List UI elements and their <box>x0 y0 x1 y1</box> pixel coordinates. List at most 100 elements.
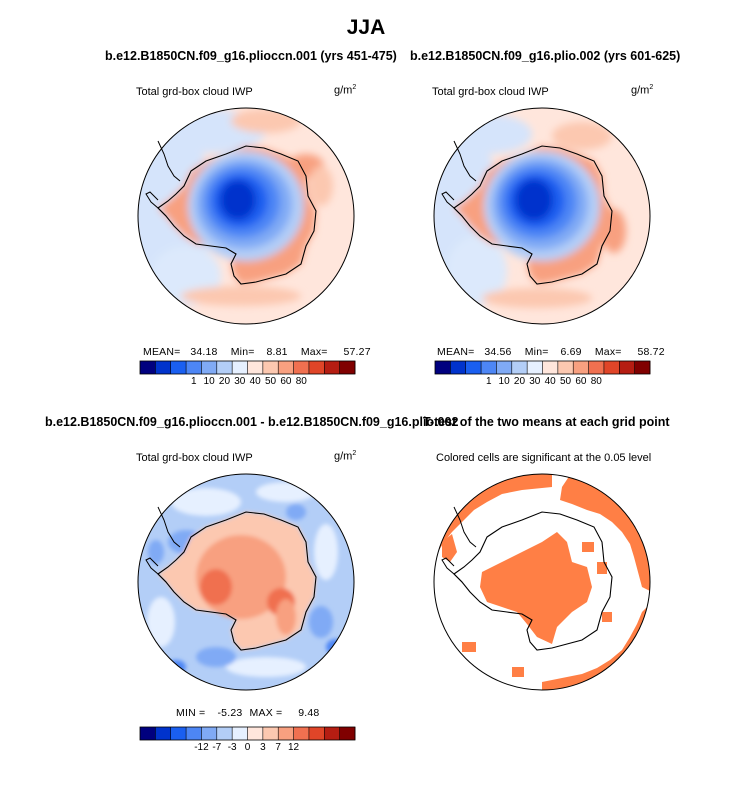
panel1-stats: MEAN= 34.18 Min= 8.81 Max= 57.27 <box>143 346 371 358</box>
colorbar-tick-label: 50 <box>264 376 277 387</box>
panel2-units: g/m2 <box>631 84 654 97</box>
colorbar-cell <box>634 361 651 374</box>
colorbar-tick-label: 1 <box>485 376 492 387</box>
significant-cells <box>462 642 476 652</box>
colorbar-cell <box>324 361 341 374</box>
panel3-stats: MIN = -5.23 MAX = 9.48 <box>176 707 319 719</box>
panel1-map-border <box>137 107 355 325</box>
colorbar-cell <box>262 361 279 374</box>
significant-cells <box>597 562 607 574</box>
panel3-polar-map <box>137 473 355 691</box>
colorbar-tick-label: 7 <box>275 742 281 753</box>
panel2-mean-value: 34.56 <box>484 346 512 358</box>
colorbar-cell <box>232 727 248 740</box>
panel1-colorbar <box>139 360 356 375</box>
colorbar-tick-label: 20 <box>218 376 231 387</box>
colorbar-tick-label: 80 <box>590 376 602 387</box>
colorbar-cell <box>170 727 187 740</box>
colorbar-cell <box>155 361 172 374</box>
panel2-variable-label: Total grd-box cloud IWP <box>432 86 549 98</box>
colorbar-tick-label: -3 <box>227 742 237 753</box>
colorbar-cell <box>201 727 218 740</box>
colorbar-cell <box>308 727 325 740</box>
panel1-run-title: b.e12.B1850CN.f09_g16.plioccn.001 (yrs 4… <box>105 49 397 63</box>
significant-cells <box>582 542 594 552</box>
colorbar-cell <box>140 361 156 374</box>
colorbar-tick-label: 30 <box>529 376 541 387</box>
colorbar-tick-label: 50 <box>559 376 572 387</box>
colorbar-cell <box>262 727 279 740</box>
colorbar-tick-label: 20 <box>513 376 526 387</box>
colorbar-tick-label: 1 <box>190 376 197 387</box>
colorbar-tick-label: 40 <box>544 376 556 387</box>
colorbar-tick-label: 40 <box>249 376 261 387</box>
panel2-max-label: Max= <box>594 346 622 358</box>
panel3-colorbar-ticks: -12 -7 -3 0 3 7 12 <box>140 742 355 756</box>
colorbar-cell <box>527 361 543 374</box>
panel3-max-value: 9.48 <box>298 707 320 719</box>
panel2-run-title: b.e12.B1850CN.f09_g16.plio.002 (yrs 601-… <box>410 49 681 63</box>
colorbar-cell <box>140 727 156 740</box>
significant-cells <box>602 612 612 622</box>
colorbar-tick-label: 10 <box>498 376 510 387</box>
panel1-units: g/m2 <box>334 84 357 97</box>
colorbar-tick-label: -7 <box>212 742 222 753</box>
colorbar-tick-label: 30 <box>234 376 246 387</box>
panel3-min-value: -5.23 <box>217 707 243 719</box>
colorbar-tick-label: 60 <box>280 376 292 387</box>
panel2-map-border <box>433 107 651 325</box>
colorbar-cell <box>324 727 341 740</box>
panel3-variable-label: Total grd-box cloud IWP <box>136 452 253 464</box>
colorbar-cell <box>247 361 264 374</box>
colorbar-tick-label: 60 <box>575 376 587 387</box>
colorbar-cell <box>339 361 356 374</box>
panel1-variable-label: Total grd-box cloud IWP <box>136 86 253 98</box>
colorbar-cell <box>450 361 467 374</box>
colorbar-cell <box>435 361 451 374</box>
panel2-colorbar-ticks: 1 10 20 30 40 50 60 80 <box>435 376 650 390</box>
panel2-stats: MEAN= 34.56 Min= 6.69 Max= 58.72 <box>437 346 665 358</box>
colorbar-tick-label: 0 <box>244 742 251 753</box>
panel3-map-border <box>137 473 355 691</box>
panel3-min-label: MIN = <box>176 707 206 719</box>
panel1-mean-value: 34.18 <box>190 346 218 358</box>
panel3-units: g/m2 <box>334 450 357 463</box>
significant-cells <box>512 667 524 677</box>
panel2-colorbar <box>434 360 651 375</box>
colorbar-tick-label: 3 <box>260 742 266 753</box>
colorbar-cell <box>186 727 202 740</box>
colorbar-cell <box>232 361 248 374</box>
colorbar-cell <box>293 727 310 740</box>
colorbar-frame <box>434 360 651 375</box>
panel4-polar-map <box>433 473 651 691</box>
panel1-mean-label: MEAN= <box>143 346 181 358</box>
colorbar-cell <box>588 361 605 374</box>
colorbar-tick-label: 80 <box>295 376 307 387</box>
colorbar-cell <box>278 727 294 740</box>
colorbar-frame <box>139 360 356 375</box>
panel1-max-label: Max= <box>300 346 328 358</box>
colorbar-cell <box>511 361 528 374</box>
colorbar-cell <box>573 361 589 374</box>
panel2-min-value: 6.69 <box>560 346 582 358</box>
panel2-polar-map <box>433 107 651 325</box>
significant-cells <box>442 534 457 562</box>
colorbar-cell <box>201 361 218 374</box>
panel4-variable-label: Colored cells are significant at the 0.0… <box>436 452 652 464</box>
panel2-field <box>434 114 626 308</box>
colorbar-cell <box>293 361 310 374</box>
panel4-run-title: T-test of the two means at each grid poi… <box>423 415 670 429</box>
panel1-min-value: 8.81 <box>266 346 288 358</box>
colorbar-cell <box>186 361 202 374</box>
panel1-max-value: 57.27 <box>343 346 371 358</box>
panel1-polar-map <box>137 107 355 325</box>
colorbar-tick-label: 10 <box>203 376 215 387</box>
panel4-map-border <box>433 473 651 691</box>
panel3-colorbar <box>139 726 356 741</box>
colorbar-cell <box>155 727 172 740</box>
colorbar-cell <box>603 361 620 374</box>
panel2-max-value: 58.72 <box>637 346 665 358</box>
colorbar-cell <box>557 361 574 374</box>
panel3-run-title: b.e12.B1850CN.f09_g16.plioccn.001 - b.e1… <box>45 415 459 429</box>
colorbar-cell <box>339 727 356 740</box>
